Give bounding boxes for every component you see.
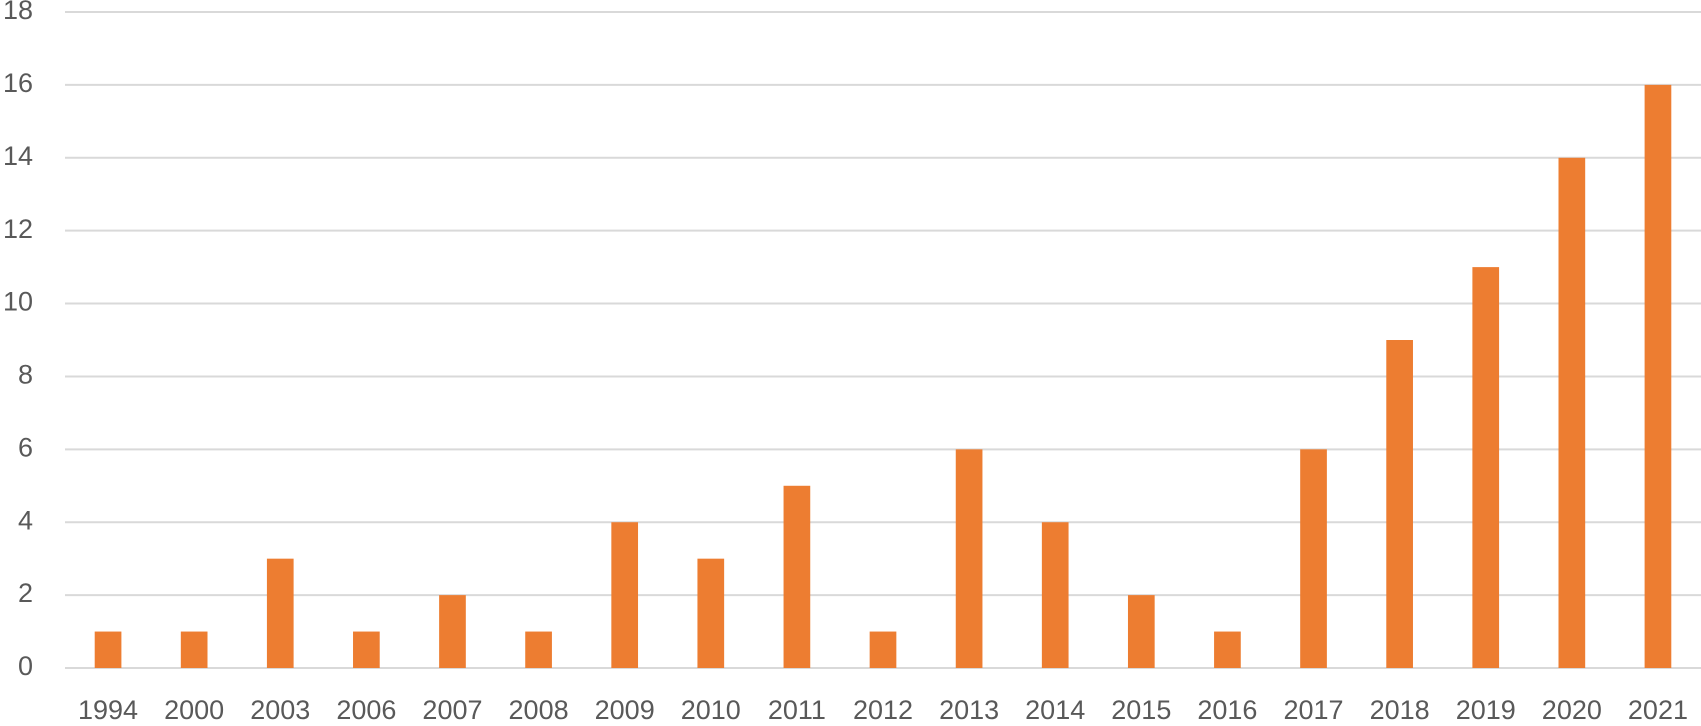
x-tick-label: 2021: [1628, 695, 1688, 725]
x-tick-label: 2015: [1111, 695, 1171, 725]
y-tick-label: 8: [18, 360, 33, 390]
x-tick-label: 2006: [336, 695, 396, 725]
bar: [1127, 595, 1155, 668]
bar: [1558, 157, 1586, 668]
x-tick-label: 2012: [853, 695, 913, 725]
x-tick-label: 1994: [78, 695, 138, 725]
bar: [1214, 631, 1241, 668]
x-tick-label: 2017: [1283, 695, 1343, 725]
y-tick-label: 2: [18, 578, 33, 608]
bar: [180, 631, 208, 668]
x-tick-label: 2000: [164, 695, 224, 725]
bar: [94, 631, 122, 668]
x-tick-label: 2013: [939, 695, 999, 725]
bar: [783, 485, 811, 668]
x-tick-label: 2018: [1370, 695, 1430, 725]
y-tick-label: 14: [3, 141, 33, 171]
y-tick-label: 6: [18, 432, 33, 462]
y-tick-label: 16: [3, 68, 33, 98]
bar: [266, 558, 294, 668]
bar: [869, 631, 897, 668]
x-tick-label: 2014: [1025, 695, 1085, 725]
x-tick-label: 2010: [681, 695, 741, 725]
bar: [1386, 340, 1413, 668]
x-tick-label: 2009: [595, 695, 655, 725]
bar: [353, 631, 380, 668]
x-tick-label: 2011: [768, 695, 826, 725]
x-tick-label: 2007: [422, 695, 482, 725]
bar: [611, 522, 639, 668]
y-tick-label: 10: [3, 287, 33, 317]
bar: [1472, 267, 1500, 668]
x-tick-label: 2020: [1542, 695, 1602, 725]
x-tick-label: 2016: [1197, 695, 1257, 725]
bar: [697, 558, 725, 668]
y-tick-label: 18: [3, 0, 33, 25]
y-tick-label: 0: [18, 651, 33, 681]
bar: [1644, 84, 1672, 668]
bar: [955, 449, 983, 668]
bar: [1300, 449, 1327, 668]
bar: [525, 631, 552, 668]
y-tick-label: 4: [18, 505, 33, 535]
x-tick-label: 2008: [509, 695, 569, 725]
bar: [1041, 522, 1069, 668]
x-tick-label: 2019: [1456, 695, 1516, 725]
y-tick-label: 12: [3, 214, 33, 244]
x-tick-label: 2003: [250, 695, 310, 725]
bar: [439, 595, 466, 668]
